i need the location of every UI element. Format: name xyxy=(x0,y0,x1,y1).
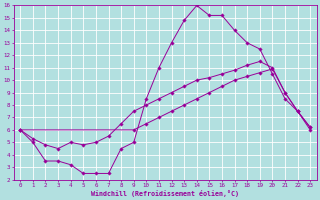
X-axis label: Windchill (Refroidissement éolien,°C): Windchill (Refroidissement éolien,°C) xyxy=(91,190,239,197)
